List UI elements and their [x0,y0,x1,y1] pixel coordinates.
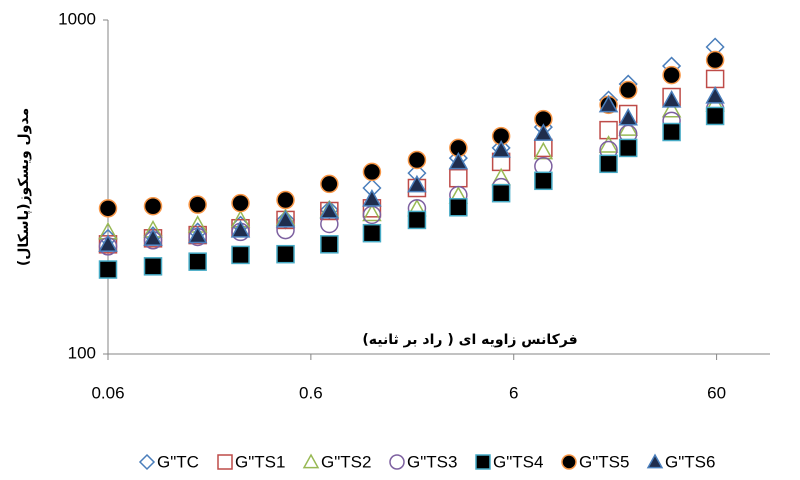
point [449,168,468,188]
legend-marker [302,453,320,469]
legend-item: G"TS1 [217,452,285,471]
point [618,107,638,126]
point [98,260,118,279]
point [661,99,682,118]
point [320,235,339,254]
legend-marker [138,453,156,471]
point [599,120,618,140]
y-axis-title: مدول ویسکوز(پاسکال) [16,108,32,266]
point [598,135,619,153]
point [598,94,619,113]
legend-item: G"TS5 [561,452,629,471]
legend-label: G"TC [157,452,199,471]
legend-label: G"TS5 [579,452,629,471]
x-tick-label: 6 [509,383,518,402]
legend-item: G"TC [138,452,199,471]
legend-label: G"TS4 [493,452,543,471]
point [276,190,295,210]
point [449,198,468,217]
legend-marker [475,454,491,470]
point [618,138,638,158]
legend-label: G"TS2 [321,452,371,471]
point [407,150,427,170]
legend-marker [561,454,577,470]
legend-label: G"TS1 [235,452,285,471]
point [231,245,250,265]
point [705,86,725,104]
point [98,199,118,218]
point [143,257,163,276]
point [362,223,382,243]
point [662,65,681,85]
point [448,151,469,170]
x-tick-label: 0.6 [299,383,323,402]
point [705,50,725,70]
point [98,234,118,252]
point [230,220,251,238]
point [705,69,725,89]
point [534,171,553,191]
legend-marker [217,454,233,470]
point [705,106,725,126]
x-tick-label: 0.06 [91,383,124,402]
legend-marker [646,453,664,469]
point [362,203,382,222]
legend-item: G"TS3 [389,452,457,471]
point [407,210,427,230]
point [319,200,340,219]
point [491,183,511,203]
y-tick-label: 100 [68,343,96,362]
point [320,174,339,194]
x-axis-title: فرکانس زاویه ای ( راد بر ثانیه) [362,332,577,348]
point [599,154,618,174]
point [188,252,207,271]
legend-item: G"TS6 [646,452,715,471]
legend-marker [389,454,405,470]
point [618,118,638,136]
point [143,196,163,216]
x-tick-label: 60 [707,383,726,402]
point [143,228,163,246]
point [407,174,427,193]
legend-label: G"TS3 [407,452,457,471]
point [491,167,511,186]
y-tick-label: 1000 [58,9,96,28]
point [276,244,295,264]
legend-item: G"TS2 [302,452,371,471]
point [533,141,554,160]
point [533,123,554,141]
point [188,195,207,214]
point [661,89,682,108]
point [491,139,511,158]
legend-label: G"TS6 [665,452,715,471]
point [275,209,296,228]
legend-item: G"TS4 [475,452,543,471]
point [362,189,382,207]
point [231,193,250,213]
point [618,80,638,100]
point [362,162,382,182]
point [662,122,681,142]
point [187,225,208,244]
